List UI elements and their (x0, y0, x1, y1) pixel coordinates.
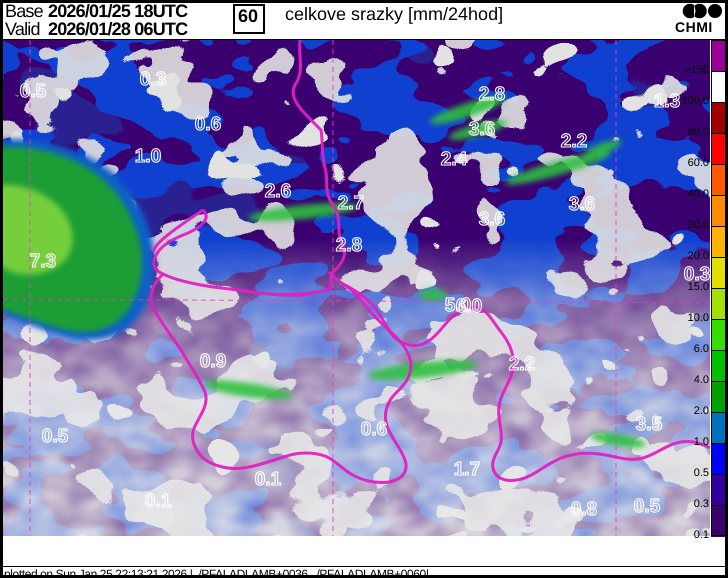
svg-text:2.8: 2.8 (479, 84, 505, 105)
svg-text:5.0: 5.0 (445, 295, 471, 316)
svg-text:0.3: 0.3 (140, 69, 166, 90)
svg-text:0.5: 0.5 (20, 81, 47, 102)
svg-text:3.5: 3.5 (636, 414, 663, 435)
svg-text:1.0: 1.0 (135, 146, 161, 167)
svg-text:0.6: 0.6 (361, 419, 387, 440)
svg-text:3.6: 3.6 (569, 194, 595, 215)
svg-text:0.8: 0.8 (571, 499, 597, 520)
svg-text:0.5: 0.5 (634, 496, 661, 517)
svg-text:3.6: 3.6 (479, 209, 505, 230)
svg-text:2.8: 2.8 (336, 235, 362, 256)
svg-text:0.6: 0.6 (195, 114, 221, 135)
svg-text:2.7: 2.7 (338, 193, 364, 214)
svg-text:3.6: 3.6 (469, 119, 495, 140)
svg-text:7.3: 7.3 (30, 251, 56, 272)
svg-text:0.1: 0.1 (145, 491, 172, 512)
svg-text:2.4: 2.4 (441, 149, 468, 170)
svg-text:1.7: 1.7 (454, 459, 480, 480)
svg-text:0.9: 0.9 (200, 351, 226, 372)
svg-text:2.2: 2.2 (509, 354, 535, 375)
svg-text:2.6: 2.6 (265, 181, 291, 202)
svg-text:2.2: 2.2 (561, 131, 587, 152)
svg-text:0.5: 0.5 (42, 426, 69, 447)
svg-text:0.1: 0.1 (255, 469, 282, 490)
